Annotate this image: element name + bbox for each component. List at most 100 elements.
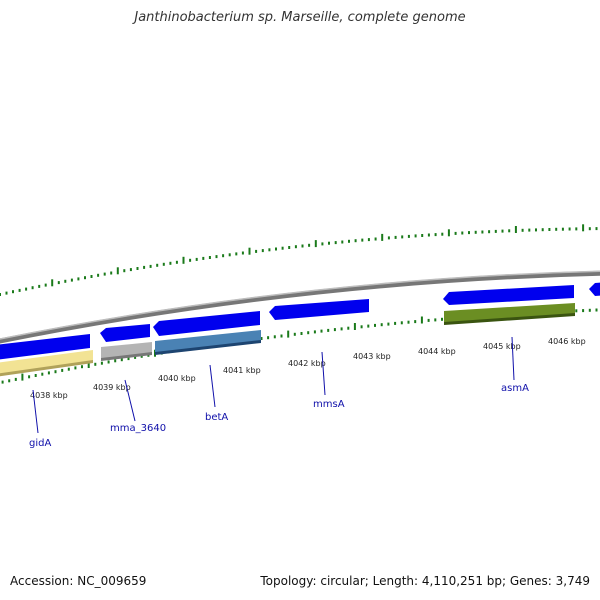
gene-label-mmsA[interactable]: mmsA <box>313 399 345 410</box>
minor-tick <box>294 245 297 249</box>
major-tick <box>314 240 317 248</box>
minor-tick <box>401 235 404 239</box>
minor-tick <box>341 240 344 244</box>
minor-tick <box>588 227 591 231</box>
minor-tick <box>374 323 376 327</box>
accession-text: Accession: NC_009659 <box>10 574 147 588</box>
minor-tick <box>361 238 364 242</box>
scale-label: 4045 kbp <box>483 342 521 351</box>
cds-arrow[interactable] <box>589 282 600 296</box>
minor-tick <box>90 275 93 278</box>
minor-tick <box>280 334 283 338</box>
minor-tick <box>427 233 430 237</box>
major-tick <box>21 373 24 381</box>
gene-block-gidA[interactable] <box>0 350 93 376</box>
gene-block-betA[interactable] <box>155 330 261 354</box>
minor-tick <box>129 268 132 272</box>
gene-label-betA[interactable]: betA <box>205 412 228 423</box>
minor-tick <box>202 256 205 260</box>
cds-row <box>0 282 600 360</box>
minor-tick <box>97 273 100 277</box>
minor-tick <box>354 239 357 243</box>
minor-tick <box>134 355 137 359</box>
minor-tick <box>189 258 192 262</box>
minor-tick <box>407 234 410 238</box>
minor-tick <box>273 335 276 339</box>
minor-tick <box>41 372 44 376</box>
genome-backbone-highlight <box>0 270 600 340</box>
scale-label: 4039 kbp <box>93 383 131 392</box>
map-title: Janthinobacterium sp. Marseille, complet… <box>134 10 466 25</box>
minor-tick <box>427 318 430 322</box>
minor-tick <box>360 325 363 329</box>
minor-tick <box>400 321 403 325</box>
gene-label-gidA[interactable]: gidA <box>29 438 51 449</box>
minor-tick <box>301 244 304 248</box>
cds-arrow[interactable] <box>269 299 369 320</box>
minor-tick <box>235 252 238 256</box>
minor-tick <box>57 281 60 285</box>
minor-tick <box>528 228 531 232</box>
minor-tick <box>110 271 113 275</box>
minor-tick <box>394 235 397 239</box>
minor-tick <box>288 246 291 249</box>
minor-tick <box>61 368 64 372</box>
cds-arrow[interactable] <box>443 285 574 305</box>
minor-tick <box>267 336 270 340</box>
leader-mma_3640 <box>124 379 136 422</box>
gene-block-betA-shade <box>155 340 261 355</box>
cds-arrow[interactable] <box>153 311 260 336</box>
minor-tick <box>595 308 598 312</box>
gene-block-asmA[interactable] <box>444 303 575 324</box>
minor-tick <box>64 279 67 283</box>
minor-tick <box>434 233 437 237</box>
minor-tick <box>74 366 77 370</box>
minor-tick <box>313 330 316 334</box>
cds-arrow[interactable] <box>0 334 90 360</box>
minor-tick <box>120 358 123 362</box>
minor-tick <box>508 229 511 233</box>
minor-tick <box>127 357 130 361</box>
minor-tick <box>468 231 470 235</box>
outer-tick-row <box>0 224 598 296</box>
gene-labels: gidA mma_3640 betA mmsA asmA <box>29 383 529 449</box>
minor-tick <box>25 287 28 291</box>
cds-arrow[interactable] <box>100 324 150 342</box>
minor-tick <box>434 318 437 322</box>
minor-tick <box>8 379 11 383</box>
major-tick <box>514 226 517 233</box>
major-tick <box>582 224 585 232</box>
minor-tick <box>575 227 578 231</box>
minor-tick <box>481 230 484 234</box>
minor-tick <box>281 246 284 250</box>
minor-tick <box>441 232 444 236</box>
major-tick <box>51 279 54 287</box>
minor-tick <box>575 309 578 313</box>
major-tick <box>116 267 119 275</box>
minor-tick <box>387 236 390 240</box>
gene-block-gidA-shade <box>0 360 93 377</box>
minor-tick <box>175 260 178 264</box>
minor-tick <box>67 367 70 371</box>
minor-tick <box>140 354 143 358</box>
minor-tick <box>100 361 103 365</box>
gene-label-mma_3640[interactable]: mma_3640 <box>110 423 166 434</box>
function-row <box>0 303 575 377</box>
minor-tick <box>215 255 218 259</box>
major-tick <box>420 316 423 324</box>
minor-tick <box>300 332 303 335</box>
genome-backbone <box>0 270 600 344</box>
minor-tick <box>321 242 324 246</box>
minor-tick <box>441 317 443 321</box>
gene-label-asmA[interactable]: asmA <box>501 383 529 394</box>
minor-tick <box>260 337 263 340</box>
minor-tick <box>488 230 491 234</box>
gene-block-asmA-shade <box>444 313 575 325</box>
minor-tick <box>169 261 172 265</box>
minor-tick <box>18 288 21 292</box>
minor-tick <box>293 332 296 336</box>
minor-tick <box>31 286 34 290</box>
minor-tick <box>54 370 57 374</box>
genome-summary-text: Topology: circular; Length: 4,110,251 bp… <box>260 574 590 588</box>
